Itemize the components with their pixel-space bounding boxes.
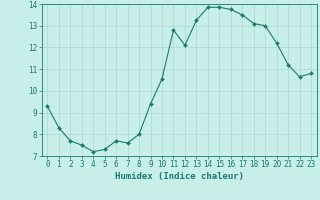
X-axis label: Humidex (Indice chaleur): Humidex (Indice chaleur) [115, 172, 244, 181]
